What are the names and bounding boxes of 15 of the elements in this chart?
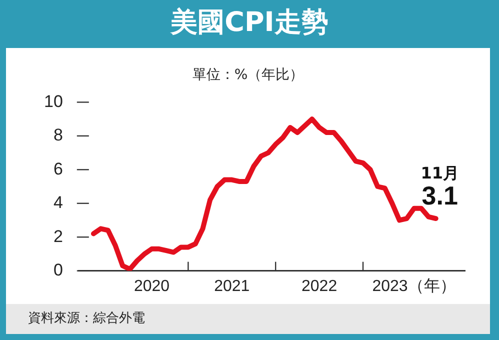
- y-tick-label: 2: [53, 226, 63, 246]
- x-tick-label: 2021: [214, 278, 250, 295]
- source-note: 資料來源：綜合外電: [28, 311, 145, 326]
- annotation: 3.1: [422, 180, 458, 211]
- x-tick-label: 2020: [134, 278, 170, 295]
- y-tick-label: 6: [53, 159, 63, 178]
- y-tick-label: 10: [44, 92, 63, 111]
- annotation: 11月: [420, 164, 459, 183]
- y-tick-label: 8: [53, 126, 63, 145]
- chart-subtitle: 單位：%（年比）: [191, 66, 305, 84]
- x-tick-label: 2023（年）: [372, 278, 456, 295]
- chart-title: 美國CPI走勢: [169, 6, 330, 40]
- y-tick-label: 0: [53, 260, 63, 280]
- y-tick-label: 4: [53, 193, 63, 212]
- x-tick-label: 2022: [302, 278, 338, 295]
